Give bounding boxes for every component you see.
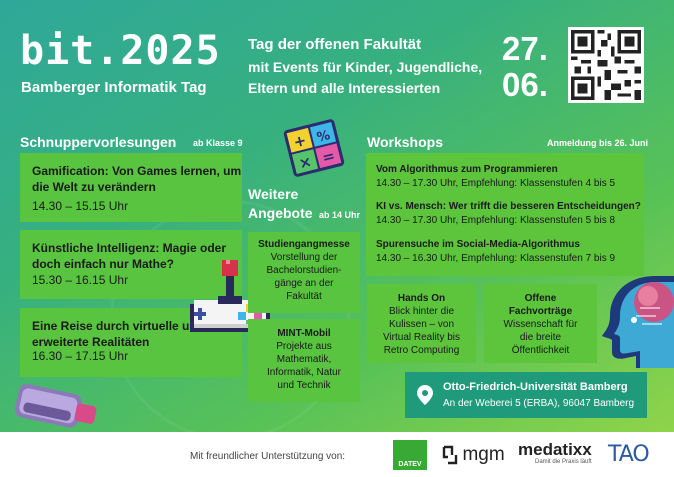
workshops-card: Vom Algorithmus zum Programmieren 14.30 … — [366, 153, 644, 276]
ai-head-icon — [602, 276, 674, 368]
sponsor-footer: Mit freundlicher Unterstützung von: DATE… — [0, 432, 674, 477]
percent-glyph: % — [315, 128, 331, 146]
workshop-time-1: 14.30 – 17.30 Uhr, Empfehlung: Klassenst… — [376, 178, 616, 189]
further-line: Vorstellung der — [270, 252, 338, 263]
datev-logo: DATEV — [393, 440, 427, 470]
location-box[interactable]: Otto-Friedrich-Universität Bamberg An de… — [405, 372, 647, 418]
equals-glyph: = — [320, 146, 337, 167]
extra-line: Wissenschaft für — [503, 319, 578, 330]
lecture-title-1: Gamification: Von Games lernen, um die W… — [32, 164, 242, 194]
qr-code[interactable] — [568, 27, 644, 103]
support-text: Mit freundlicher Unterstützung von: — [190, 451, 346, 462]
lecture-time-2: 15.30 – 16.15 Uhr — [32, 273, 129, 287]
further-heading-line-2: Angebote — [248, 205, 313, 221]
tao-logo: TAO — [608, 442, 650, 467]
lecture-time-1: 14.30 – 15.15 Uhr — [32, 199, 129, 213]
intro-line-2: mit Events für Kinder, Jugendliche, — [248, 59, 483, 75]
further-card-2: MINT-Mobil Projekte aus Mathematik, Info… — [248, 319, 360, 402]
further-line: und Technik — [277, 380, 331, 391]
extra-line: Virtual Reality bis — [382, 332, 461, 343]
lecture-card-1: Gamification: Von Games lernen, um die W… — [20, 153, 242, 222]
lectures-note: ab Klasse 9 — [193, 138, 243, 148]
further-line: Informatik, Natur — [267, 367, 341, 378]
workshop-title-2: KI vs. Mensch: Wer trifft die besseren E… — [376, 201, 641, 212]
lecture-card-2: Künstliche Intelligenz: Magie oder doch … — [20, 230, 242, 299]
extra-card-lectures: Offene Fachvorträge Wissenschaft für die… — [484, 284, 597, 363]
math-puzzle-icon: + % × = — [283, 119, 345, 177]
medatixx-tagline: Damit die Praxis läuft — [535, 459, 592, 465]
qr-code-pattern — [571, 30, 641, 100]
medatixx-logo-text: medatixx — [518, 440, 592, 459]
workshops-note: Anmeldung bis 26. Juni — [547, 138, 649, 148]
mgm-bracket-icon — [442, 445, 458, 465]
further-line: Projekte aus — [276, 341, 332, 352]
further-line: gänge an der — [274, 278, 334, 289]
workshop-title-1: Vom Algorithmus zum Programmieren — [376, 164, 558, 175]
extra-line: Öffentlichkeit — [511, 345, 570, 356]
lecture-time-3: 16.30 – 17.15 Uhr — [32, 349, 129, 363]
extra-line: die breite — [519, 332, 562, 343]
workshops-heading: Workshops — [367, 134, 443, 150]
lecture-card-3: Eine Reise durch virtuelle und erweitert… — [20, 308, 242, 377]
lecture-title-3: Eine Reise durch virtuelle und erweitert… — [32, 319, 205, 349]
further-line: Fakultät — [286, 291, 322, 302]
further-title-2: MINT-Mobil — [277, 328, 331, 339]
location-address: An der Weberei 5 (ERBA), 96047 Bamberg — [443, 398, 635, 409]
date-month: 06. — [502, 66, 548, 103]
further-card-1: Studiengangmesse Vorstellung der Bachelo… — [248, 232, 360, 313]
further-line: Mathematik, — [276, 354, 332, 365]
extra-line: Retro Computing — [383, 345, 460, 356]
medatixx-logo: medatixx Damit die Praxis läuft — [518, 440, 592, 466]
mgm-logo: mgm — [442, 444, 505, 466]
extra-line: Blick hinter die — [388, 306, 455, 317]
event-title: bit.2025 — [20, 28, 221, 74]
vr-goggles-icon — [14, 383, 97, 428]
extra-title: Fachvorträge — [508, 306, 573, 317]
lectures-heading: Schnuppervorlesungen — [20, 134, 177, 150]
extra-line: Kulissen – von — [388, 319, 455, 330]
extra-title: Offene — [524, 293, 557, 304]
further-line: Bachelorstudien- — [266, 265, 342, 276]
intro-line-3: Eltern und alle Interessierten — [248, 80, 441, 96]
datev-logo-text: DATEV — [398, 461, 422, 468]
lecture-title-2: Künstliche Intelligenz: Magie oder doch … — [32, 241, 227, 271]
workshop-title-3: Spurensuche im Social-Media-Algorithmus — [376, 239, 580, 250]
workshop-time-3: 14.30 – 16.30 Uhr, Empfehlung: Klassenst… — [376, 253, 616, 264]
further-note: ab 14 Uhr — [319, 210, 361, 220]
further-title-1: Studiengangmesse — [258, 239, 350, 250]
location-pin-icon — [417, 385, 433, 405]
location-name: Otto-Friedrich-Universität Bamberg — [443, 381, 628, 393]
mgm-logo-text: mgm — [462, 444, 505, 465]
workshop-time-2: 14.30 – 17.30 Uhr, Empfehlung: Klassenst… — [376, 215, 616, 226]
extra-card-hands-on: Hands On Blick hinter die Kulissen – von… — [367, 284, 476, 363]
times-glyph: × — [297, 152, 314, 173]
date-day: 27. — [502, 30, 548, 67]
extra-title: Hands On — [397, 293, 446, 304]
plus-glyph: + — [292, 131, 309, 152]
intro-line-1: Tag der offenen Fakultät — [248, 36, 422, 53]
further-heading-line-1: Weitere — [248, 186, 299, 202]
poster: bit.2025 Bamberger Informatik Tag Tag de… — [0, 0, 674, 432]
event-subtitle: Bamberger Informatik Tag — [21, 79, 207, 96]
